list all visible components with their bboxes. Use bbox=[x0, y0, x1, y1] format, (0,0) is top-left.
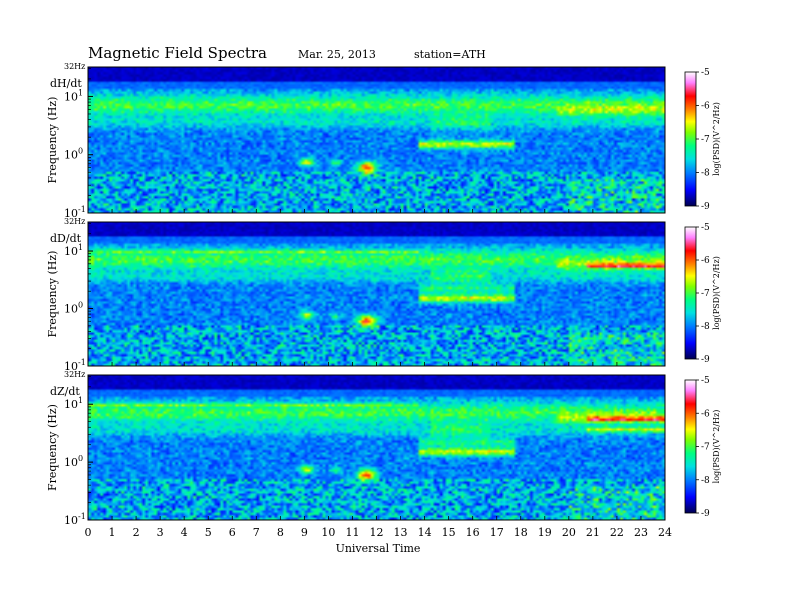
top-frequency-label: 32Hz bbox=[64, 217, 85, 226]
y-tick-label: 10-1 bbox=[64, 512, 86, 527]
x-axis: 0 1 2 3 4 5 6 7 8 9 10 11 12 13 14 15 16 17 18 19 20 21 22 23 24 bbox=[85, 209, 672, 539]
x-tick-label: 14 bbox=[418, 526, 432, 539]
colorbar bbox=[684, 379, 697, 514]
spectrogram-image-3 bbox=[88, 375, 665, 520]
y-tick-label: 101 bbox=[64, 243, 83, 258]
x-tick-label: 9 bbox=[301, 526, 308, 539]
x-tick-label: 5 bbox=[205, 526, 212, 539]
spectrogram-image-1 bbox=[88, 67, 665, 213]
panel-3: dZ/dt 32Hz Frequency (Hz) 101 100 10-1 -5 -6 -7 -… bbox=[46, 370, 721, 527]
x-tick-label: 4 bbox=[181, 526, 188, 539]
colorbar-label: log(PSD)(V^2/Hz) bbox=[712, 410, 721, 484]
x-tick-label: 12 bbox=[370, 526, 384, 539]
colorbar-label: log(PSD)(V^2/Hz) bbox=[712, 256, 721, 330]
x-tick-label: 2 bbox=[133, 526, 140, 539]
colorbar-tick-label: -5 bbox=[701, 223, 710, 233]
x-tick-label: 10 bbox=[321, 526, 335, 539]
colorbar-tick-label: -6 bbox=[701, 256, 710, 266]
x-tick-label: 3 bbox=[157, 526, 164, 539]
x-tick-label: 18 bbox=[514, 526, 528, 539]
colorbar-tick-label: -8 bbox=[701, 476, 710, 486]
colorbar-tick-label: -9 bbox=[701, 509, 710, 519]
colorbar-tick-label: -7 bbox=[701, 289, 710, 299]
panel-1: dH/dt 32Hz Frequency (Hz) 101 100 10-1 -5 -6 -7 -… bbox=[46, 62, 721, 220]
x-tick-label: 19 bbox=[538, 526, 552, 539]
colorbar-tick-label: -5 bbox=[701, 68, 710, 78]
y-tick-label: 100 bbox=[64, 147, 83, 162]
colorbar-label: log(PSD)(V^2/Hz) bbox=[712, 102, 721, 176]
x-tick-label: 15 bbox=[442, 526, 456, 539]
x-tick-label: 8 bbox=[277, 526, 284, 539]
x-tick-label: 7 bbox=[253, 526, 260, 539]
colorbar-tick-label: -8 bbox=[701, 169, 710, 179]
panel-name: dH/dt bbox=[50, 77, 82, 90]
colorbar-tick-label: -7 bbox=[701, 443, 710, 453]
y-tick-label: 10-1 bbox=[64, 205, 86, 220]
colorbar-tick-label: -8 bbox=[701, 322, 710, 332]
colorbar-tick-label: -6 bbox=[701, 102, 710, 112]
date-label: Mar. 25, 2013 bbox=[298, 48, 376, 61]
x-tick-label: 22 bbox=[610, 526, 624, 539]
y-axis-label: Frequency (Hz) bbox=[46, 251, 59, 338]
x-tick-label: 17 bbox=[490, 526, 504, 539]
y-axis-label: Frequency (Hz) bbox=[46, 97, 59, 184]
x-tick-label: 6 bbox=[229, 526, 236, 539]
x-tick-label: 16 bbox=[466, 526, 480, 539]
x-tick-label: 24 bbox=[658, 526, 672, 539]
colorbar-tick-label: -9 bbox=[701, 355, 710, 365]
panel-name: dZ/dt bbox=[50, 385, 80, 398]
colorbar-tick-label: -7 bbox=[701, 135, 710, 145]
colorbar-tick-label: -9 bbox=[701, 202, 710, 212]
station-label: station=ATH bbox=[414, 48, 486, 61]
top-frequency-label: 32Hz bbox=[64, 370, 85, 379]
y-tick-label: 100 bbox=[64, 301, 83, 316]
y-tick-label: 101 bbox=[64, 88, 83, 103]
panels-group: dH/dt 32Hz Frequency (Hz) 101 100 10-1 -5 -6 -7 -… bbox=[46, 62, 721, 527]
figure-title: Magnetic Field Spectra bbox=[88, 44, 267, 62]
y-tick-label: 101 bbox=[64, 396, 83, 411]
y-tick-label: 100 bbox=[64, 454, 83, 469]
x-tick-label: 11 bbox=[345, 526, 359, 539]
colorbar-tick-label: -5 bbox=[701, 376, 710, 386]
y-tick-label: 10-1 bbox=[64, 358, 86, 373]
colorbar-tick-label: -6 bbox=[701, 409, 710, 419]
x-tick-label: 1 bbox=[109, 526, 116, 539]
panel-name: dD/dt bbox=[50, 232, 82, 245]
x-tick-label: 0 bbox=[85, 526, 92, 539]
x-tick-label: 20 bbox=[562, 526, 576, 539]
colorbar bbox=[684, 71, 697, 207]
top-frequency-label: 32Hz bbox=[64, 62, 85, 71]
x-axis-label: Universal Time bbox=[336, 542, 421, 555]
spectrogram-image-2 bbox=[88, 222, 665, 366]
x-tick-label: 23 bbox=[634, 526, 648, 539]
panel-2: dD/dt 32Hz Frequency (Hz) 101 100 10-1 -5 -6 -7 -… bbox=[46, 217, 721, 373]
x-tick-label: 21 bbox=[586, 526, 600, 539]
y-axis-label: Frequency (Hz) bbox=[46, 404, 59, 491]
colorbar bbox=[684, 226, 697, 360]
x-tick-label: 13 bbox=[394, 526, 408, 539]
